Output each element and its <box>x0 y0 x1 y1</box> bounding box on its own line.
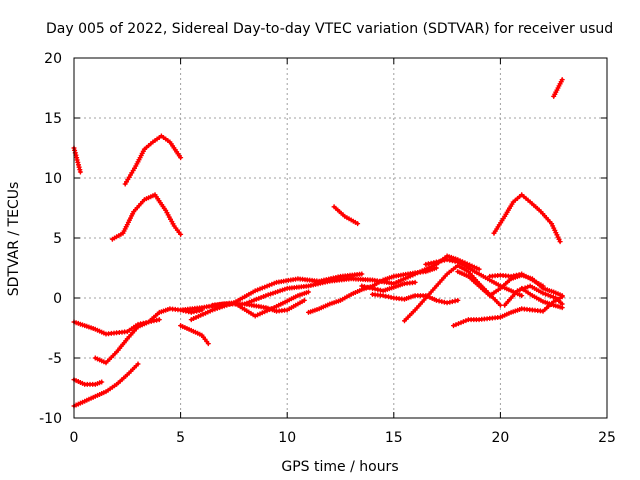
series-arc-05 <box>491 192 563 245</box>
data-point-marker <box>460 319 466 325</box>
series-arc-25 <box>519 285 565 311</box>
data-point-marker <box>275 289 281 295</box>
series-arc-23 <box>487 271 546 289</box>
data-point-marker <box>525 284 531 290</box>
data-point-marker <box>255 287 261 293</box>
data-point-marker <box>550 294 556 300</box>
data-point-marker <box>412 279 418 285</box>
series-arc-03 <box>109 192 184 242</box>
data-point-marker <box>178 155 184 161</box>
data-point-marker <box>252 288 258 294</box>
data-point-marker <box>135 361 141 367</box>
series-arc-06 <box>551 77 565 99</box>
data-point-marker <box>265 292 271 298</box>
data-point-marker <box>282 286 288 292</box>
data-point-marker <box>77 169 83 175</box>
data-point-marker <box>205 309 211 315</box>
data-point-marker <box>156 317 162 323</box>
data-point-marker <box>255 312 261 318</box>
data-point-marker <box>75 159 81 165</box>
data-point-marker <box>261 294 266 299</box>
data-point-marker <box>497 302 503 308</box>
series-arc-01 <box>71 145 83 175</box>
y-tick-label: 20 <box>44 51 62 67</box>
data-point-marker <box>433 265 439 271</box>
data-point-marker <box>205 341 211 347</box>
data-point-marker <box>198 312 204 318</box>
data-point-marker <box>266 282 272 288</box>
data-point-marker <box>548 293 554 299</box>
data-point-marker <box>463 318 469 324</box>
series-arc-15 <box>242 297 307 314</box>
data-point-marker <box>269 281 275 287</box>
data-point-marker <box>258 295 264 300</box>
data-point-marker <box>259 285 265 291</box>
data-point-marker <box>464 261 470 267</box>
data-point-marker <box>545 292 551 298</box>
series-arc-08 <box>71 377 105 387</box>
data-point-marker <box>191 316 197 321</box>
x-tick-label: 10 <box>278 430 296 446</box>
data-point-marker <box>540 283 546 289</box>
data-point-marker <box>559 305 565 311</box>
data-point-marker <box>540 290 546 296</box>
x-tick-label: 15 <box>385 430 403 446</box>
data-point-marker <box>306 289 311 295</box>
tick-layer: 0 5 10 15 20 25 -10 -5 0 5 10 15 20 <box>39 51 616 446</box>
data-point-marker <box>212 306 218 312</box>
data-point-marker <box>76 164 82 170</box>
data-point-marker <box>456 321 461 327</box>
data-point-marker <box>262 309 268 315</box>
data-point-marker <box>178 231 184 237</box>
series-arc-11 <box>178 323 211 347</box>
data-point-marker <box>557 239 563 245</box>
data-point-marker <box>453 322 459 328</box>
data-point-marker <box>268 291 274 297</box>
y-tick-label: 15 <box>44 111 62 127</box>
data-point-marker <box>559 77 565 83</box>
data-point-marker <box>99 379 105 385</box>
series-layer <box>71 77 565 409</box>
y-tick-label: -10 <box>39 411 62 427</box>
data-point-marker <box>519 293 525 299</box>
data-point-marker <box>471 264 477 270</box>
x-tick-label: 25 <box>598 430 616 446</box>
data-point-marker <box>476 266 482 272</box>
series-arc-21 <box>451 294 565 329</box>
data-point-marker <box>359 271 365 277</box>
data-point-marker <box>355 221 361 227</box>
y-tick-label: 0 <box>53 291 62 307</box>
data-point-marker <box>277 288 283 294</box>
data-point-marker <box>515 288 520 294</box>
y-tick-label: -5 <box>48 351 62 367</box>
series-arc-04 <box>331 204 361 227</box>
data-point-marker <box>559 293 565 299</box>
data-point-marker <box>543 291 549 297</box>
data-point-marker <box>455 297 461 303</box>
data-point-marker <box>301 297 307 303</box>
y-axis-label: SDTVAR / TECUs <box>6 182 22 297</box>
y-tick-label: 10 <box>44 171 62 187</box>
x-tick-label: 0 <box>70 430 79 446</box>
chart-title: Day 005 of 2022, Sidereal Day-to-day VTE… <box>46 21 613 37</box>
x-tick-label: 20 <box>491 430 509 446</box>
data-point-marker <box>251 297 257 303</box>
series-arc-02 <box>122 133 184 187</box>
data-point-marker <box>262 284 268 290</box>
y-tick-label: 5 <box>53 231 62 247</box>
plot-frame <box>73 57 608 419</box>
series-arc-17 <box>359 279 418 294</box>
data-point-marker <box>458 320 464 326</box>
x-axis-label: GPS time / hours <box>281 459 398 475</box>
x-tick-label: 5 <box>176 430 185 446</box>
data-point-marker <box>451 323 456 329</box>
data-point-marker <box>253 296 259 302</box>
data-point-marker <box>72 147 78 153</box>
data-point-marker <box>270 290 276 296</box>
